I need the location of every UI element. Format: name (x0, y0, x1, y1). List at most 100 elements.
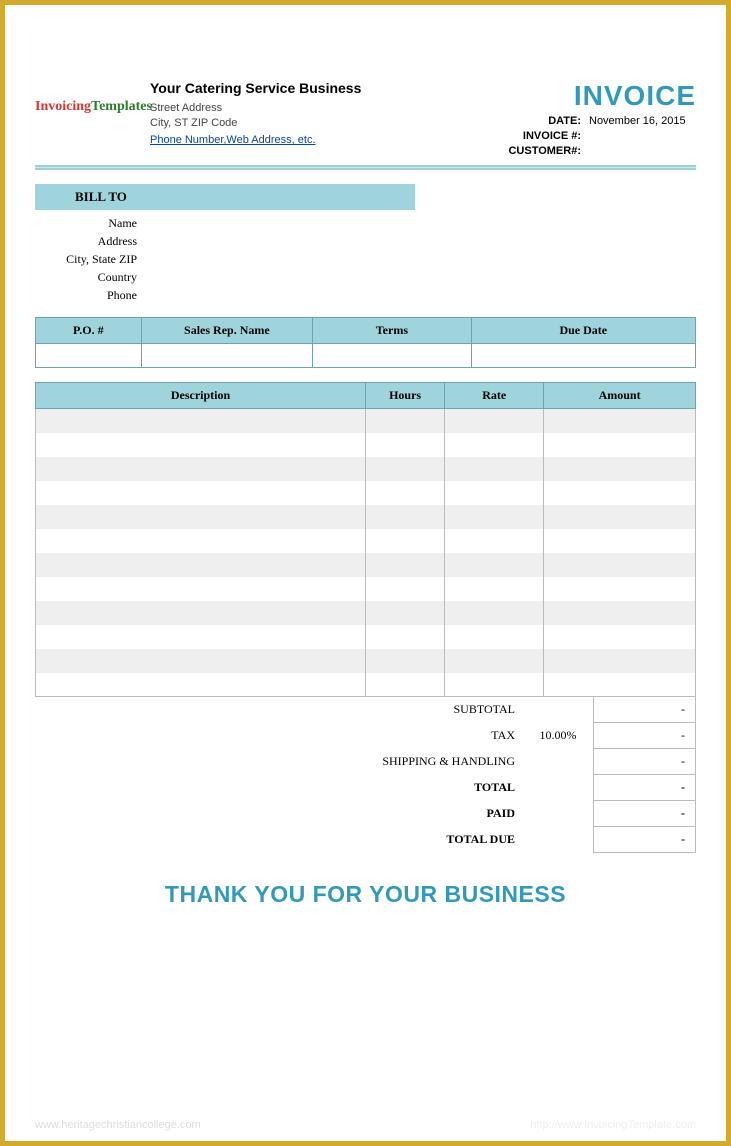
date-value: November 16, 2015 (581, 115, 696, 127)
amount-header: Amount (544, 383, 696, 409)
item-rate[interactable] (445, 457, 544, 481)
rate-header: Rate (445, 383, 544, 409)
items-table: Description Hours Rate Amount (35, 382, 696, 697)
item-amount[interactable] (544, 649, 696, 673)
item-rate[interactable] (445, 673, 544, 697)
tax-pct: 10.00% (523, 723, 593, 749)
due-date-header: Due Date (471, 318, 695, 344)
item-desc[interactable] (36, 673, 366, 697)
item-rate[interactable] (445, 529, 544, 553)
divider (35, 165, 696, 170)
description-header: Description (36, 383, 366, 409)
item-amount[interactable] (544, 625, 696, 649)
logo-text-1: Invoicing (35, 99, 91, 114)
invoice-title: INVOICE (476, 80, 696, 112)
item-desc[interactable] (36, 625, 366, 649)
item-desc[interactable] (36, 433, 366, 457)
item-row (36, 649, 696, 673)
item-rate[interactable] (445, 409, 544, 433)
item-amount[interactable] (544, 433, 696, 457)
logo: InvoicingTemplates (35, 100, 150, 114)
item-hours[interactable] (366, 529, 445, 553)
po-cell[interactable] (36, 344, 142, 368)
item-rate[interactable] (445, 601, 544, 625)
sales-rep-cell[interactable] (141, 344, 313, 368)
item-desc[interactable] (36, 481, 366, 505)
item-desc[interactable] (36, 649, 366, 673)
item-desc[interactable] (36, 577, 366, 601)
company-name: Your Catering Service Business (150, 80, 476, 96)
item-rate[interactable] (445, 577, 544, 601)
item-hours[interactable] (366, 553, 445, 577)
item-row (36, 601, 696, 625)
item-rate[interactable] (445, 505, 544, 529)
item-amount[interactable] (544, 409, 696, 433)
item-desc[interactable] (36, 457, 366, 481)
company-column: Your Catering Service Business Street Ad… (150, 80, 476, 157)
bill-to-city-label: City, State ZIP (35, 252, 145, 267)
item-desc[interactable] (36, 601, 366, 625)
bill-to-phone-label: Phone (35, 288, 145, 303)
invoice-num-value (581, 130, 696, 142)
subtotal-label: SUBTOTAL (35, 697, 523, 723)
item-desc[interactable] (36, 505, 366, 529)
item-rate[interactable] (445, 649, 544, 673)
item-row (36, 625, 696, 649)
item-hours[interactable] (366, 409, 445, 433)
item-hours[interactable] (366, 601, 445, 625)
tax-label: TAX (35, 723, 523, 749)
paid-pct (523, 801, 593, 827)
paid-value: - (593, 801, 696, 827)
customer-num-row: CUSTOMER#: (476, 145, 696, 157)
due-label: TOTAL DUE (35, 827, 523, 853)
bill-to-address-label: Address (35, 234, 145, 249)
item-desc[interactable] (36, 409, 366, 433)
item-row (36, 433, 696, 457)
item-amount[interactable] (544, 577, 696, 601)
contact-link[interactable]: Phone Number,Web Address, etc. (150, 134, 316, 146)
item-amount[interactable] (544, 481, 696, 505)
item-rate[interactable] (445, 625, 544, 649)
item-amount[interactable] (544, 601, 696, 625)
logo-column: InvoicingTemplates (35, 80, 150, 157)
item-desc[interactable] (36, 553, 366, 577)
item-row (36, 529, 696, 553)
bill-to-header: BILL TO (35, 184, 415, 210)
item-amount[interactable] (544, 505, 696, 529)
date-row: DATE: November 16, 2015 (476, 115, 696, 127)
item-hours[interactable] (366, 625, 445, 649)
city-line: City, ST ZIP Code (150, 117, 476, 129)
subtotal-value: - (593, 697, 696, 723)
terms-cell[interactable] (313, 344, 471, 368)
customer-num-value (581, 145, 696, 157)
item-amount[interactable] (544, 529, 696, 553)
total-pct (523, 775, 593, 801)
watermark-left: www.heritagechristiancollege.com (35, 1119, 201, 1131)
item-hours[interactable] (366, 481, 445, 505)
item-rate[interactable] (445, 553, 544, 577)
thank-you-message: THANK YOU FOR YOUR BUSINESS (35, 881, 696, 908)
item-hours[interactable] (366, 649, 445, 673)
item-desc[interactable] (36, 529, 366, 553)
item-rate[interactable] (445, 481, 544, 505)
due-value: - (593, 827, 696, 853)
po-header: P.O. # (36, 318, 142, 344)
logo-text-2: Templates (91, 99, 152, 114)
item-amount[interactable] (544, 673, 696, 697)
item-hours[interactable] (366, 457, 445, 481)
item-amount[interactable] (544, 553, 696, 577)
due-date-cell[interactable] (471, 344, 695, 368)
street-address: Street Address (150, 102, 476, 114)
item-row (36, 457, 696, 481)
totals-section: SUBTOTAL - TAX 10.00% - SHIPPING & HANDL… (35, 697, 696, 853)
item-row (36, 409, 696, 433)
item-hours[interactable] (366, 673, 445, 697)
item-hours[interactable] (366, 433, 445, 457)
item-amount[interactable] (544, 457, 696, 481)
shipping-label: SHIPPING & HANDLING (35, 749, 523, 775)
item-hours[interactable] (366, 577, 445, 601)
due-pct (523, 827, 593, 853)
item-rate[interactable] (445, 433, 544, 457)
item-hours[interactable] (366, 505, 445, 529)
invoice-column: INVOICE DATE: November 16, 2015 INVOICE … (476, 80, 696, 157)
